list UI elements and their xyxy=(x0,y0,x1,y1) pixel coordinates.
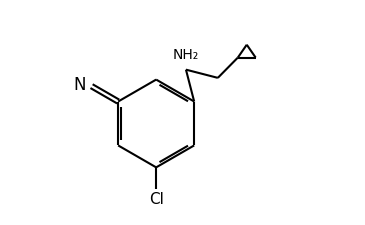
Text: Cl: Cl xyxy=(149,191,164,207)
Text: N: N xyxy=(74,76,86,94)
Text: NH₂: NH₂ xyxy=(173,48,199,62)
